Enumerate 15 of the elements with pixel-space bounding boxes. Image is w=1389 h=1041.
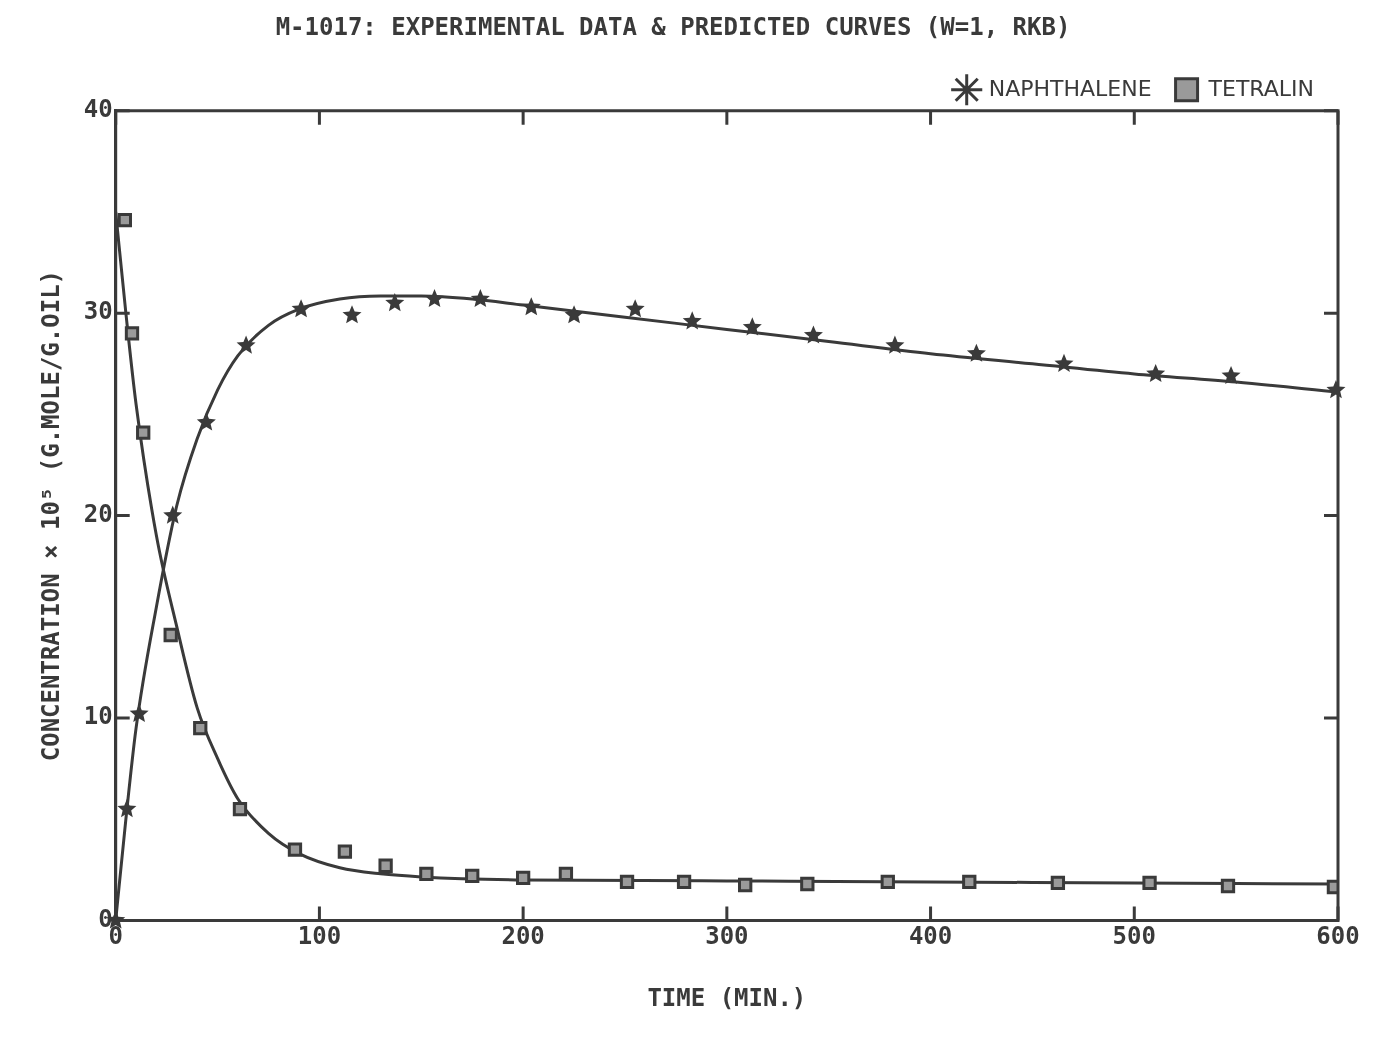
y-tick-label: 10 [83,702,113,731]
legend-label: TETRALIN [1207,75,1315,101]
x-tick-label: 200 [501,922,545,951]
x-tick-label: 500 [1112,922,1156,951]
x-tick-label: 400 [908,922,953,951]
chart-title: M-1017: EXPERIMENTAL DATA & PREDICTED CURVES (W=1, RKB) [275,12,1071,41]
x-tick-label: 100 [297,922,342,951]
y-tick-label: 20 [83,499,113,528]
y-tick-label: 30 [83,297,113,326]
x-tick-label: 600 [1316,922,1360,951]
legend-label: NAPHTHALENE [988,75,1152,101]
y-tick-label: 40 [83,95,113,124]
y-axis-title: CONCENTRATION × 10⁵ (G.MOLE/G.OIL) [36,269,65,762]
x-tick-label: 300 [705,922,749,951]
x-axis-title: TIME (MIN.) [647,983,807,1012]
